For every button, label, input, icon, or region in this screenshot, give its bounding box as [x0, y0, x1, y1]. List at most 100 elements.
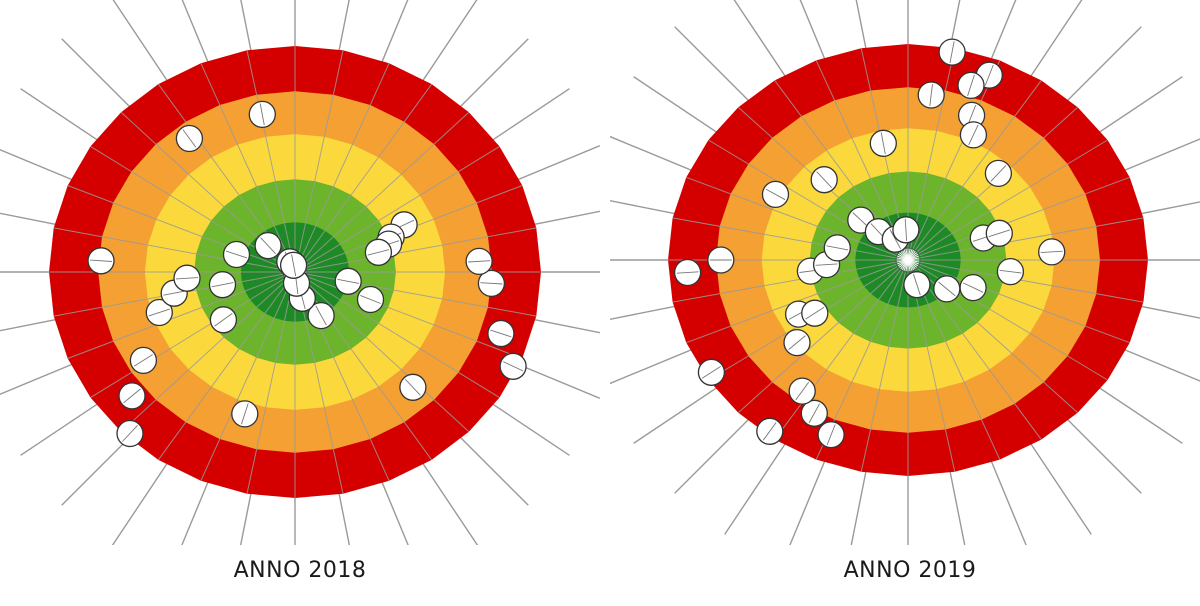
spoke-line	[246, 271, 296, 494]
data-point	[959, 121, 988, 149]
data-point	[783, 328, 811, 357]
chart-panel-2019: ANNO 2019	[610, 0, 1200, 606]
spoke-line	[200, 271, 296, 482]
chart-panel-2018: ANNO 2018	[0, 0, 600, 583]
data-point	[933, 275, 961, 303]
data-point-tick	[816, 171, 833, 189]
spoke-line	[672, 259, 909, 303]
data-point	[917, 81, 945, 109]
spoke-line	[294, 227, 537, 273]
data-point	[801, 299, 829, 327]
hub-ring	[895, 247, 921, 273]
data-point-tick	[211, 282, 234, 288]
spoke-line	[294, 111, 470, 273]
spoke-line	[200, 62, 296, 273]
data-point-tick	[291, 254, 297, 277]
data-point	[254, 231, 282, 260]
data-point	[279, 251, 308, 279]
data-point	[707, 246, 735, 274]
data-point-tick	[1040, 250, 1063, 254]
data-point-tick	[889, 229, 901, 250]
spoke-line	[907, 80, 1042, 261]
data-point-tick	[490, 329, 512, 338]
data-point-tick	[182, 129, 197, 148]
spoke-line	[737, 259, 909, 414]
chart-caption-2018: ANNO 2018	[233, 558, 367, 583]
data-point	[222, 240, 251, 269]
data-point-tick	[122, 425, 138, 442]
data-point-tick	[984, 64, 994, 86]
spoke-line	[907, 139, 1108, 261]
data-point-tick	[988, 229, 1010, 238]
spoke-line	[294, 271, 523, 359]
data-point	[959, 273, 987, 302]
data-point	[697, 358, 726, 386]
data-point	[175, 124, 204, 153]
data-point	[118, 382, 146, 410]
data-point	[903, 271, 931, 299]
data-point-tick	[967, 74, 975, 96]
spoke-line	[774, 259, 909, 440]
data-point-tick	[123, 388, 141, 404]
spoke-line	[246, 50, 296, 273]
data-point-tick	[315, 305, 327, 326]
spoke-line	[294, 83, 433, 273]
data-point	[209, 306, 238, 334]
data-point-tick	[826, 245, 849, 251]
data-point-tick	[175, 277, 199, 280]
spoke-line	[907, 60, 1001, 261]
data-point	[487, 319, 515, 348]
data-point-tick	[133, 354, 153, 367]
radar-chart-2019	[610, 0, 1200, 545]
data-point	[673, 258, 702, 287]
data-point-tick	[963, 282, 984, 293]
spoke-line	[67, 271, 296, 359]
spoke-line	[294, 145, 500, 273]
data-point	[1038, 238, 1066, 266]
markers	[673, 38, 1066, 449]
radar-chart-2018	[0, 0, 600, 545]
data-point	[116, 419, 144, 448]
spoke-line	[294, 271, 500, 399]
data-point	[499, 352, 527, 380]
data-point-tick	[999, 269, 1022, 274]
data-point-tick	[795, 381, 810, 401]
data-point	[938, 38, 966, 66]
spoke-line	[907, 259, 1130, 344]
data-point	[477, 269, 506, 298]
data-point-tick	[929, 84, 933, 106]
data-point	[356, 285, 385, 314]
spoke-line	[686, 176, 909, 261]
data-point	[307, 301, 335, 330]
data-point	[817, 421, 845, 449]
data-point	[248, 100, 276, 129]
spoke-line	[294, 62, 390, 273]
data-point-tick	[826, 424, 836, 446]
data-point	[129, 346, 158, 375]
data-point	[957, 71, 985, 100]
spoke-line	[907, 176, 1130, 261]
data-point	[208, 271, 237, 299]
center-hub	[895, 247, 921, 273]
data-point-tick	[480, 282, 503, 285]
spoke-line	[672, 217, 909, 261]
hub-line	[907, 257, 920, 261]
data-point-tick	[762, 422, 777, 441]
data-point	[399, 373, 427, 401]
data-point-tick	[815, 263, 838, 266]
data-point	[465, 247, 493, 276]
data-point-tick	[260, 237, 276, 255]
spoke-line	[860, 259, 909, 472]
data-point-tick	[676, 271, 699, 274]
data-point-tick	[968, 124, 979, 146]
data-point-tick	[90, 259, 113, 262]
data-point	[334, 267, 362, 295]
spoke-line	[120, 271, 296, 433]
data-point-tick	[701, 366, 721, 379]
data-point	[810, 166, 838, 194]
data-point	[892, 216, 920, 244]
data-point	[231, 400, 259, 428]
spoke-line	[907, 259, 1144, 303]
chart-caption-2019: ANNO 2019	[843, 558, 977, 583]
spoke-line	[294, 50, 344, 273]
